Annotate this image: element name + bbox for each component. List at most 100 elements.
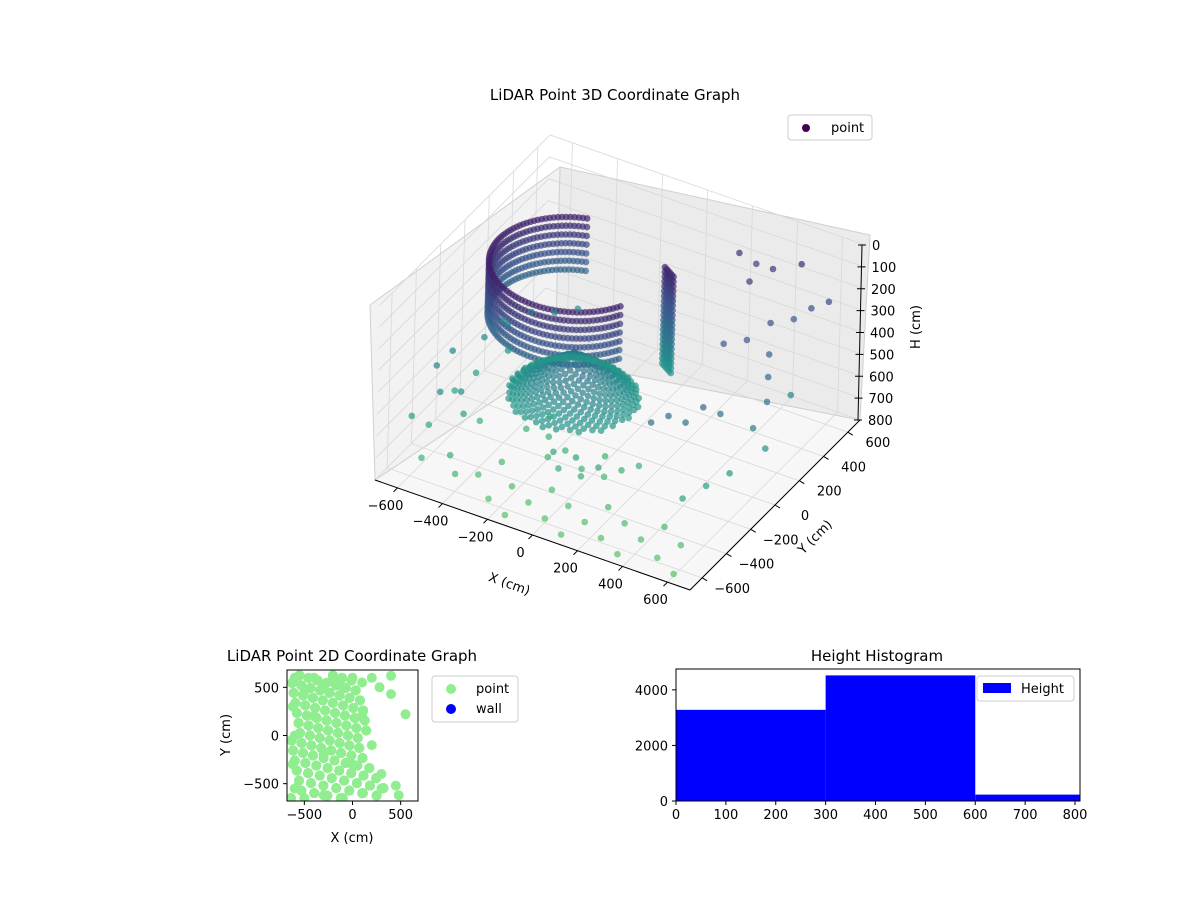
point-3d bbox=[762, 445, 769, 452]
point-3d bbox=[576, 355, 583, 362]
point-3d bbox=[577, 408, 585, 416]
point-3d bbox=[574, 305, 582, 313]
grid-line-z bbox=[377, 200, 864, 371]
point-2d bbox=[318, 682, 329, 693]
point-3d bbox=[539, 411, 546, 418]
point-2d bbox=[351, 778, 362, 789]
point-3d bbox=[532, 418, 540, 426]
point-3d bbox=[601, 408, 608, 415]
point-2d bbox=[300, 758, 311, 768]
point-3d bbox=[749, 424, 757, 432]
point-2d bbox=[376, 783, 387, 794]
histogram-frame bbox=[675, 668, 1081, 802]
y-tick-label-2d: −500 bbox=[243, 778, 279, 793]
x-tick-3d bbox=[573, 550, 578, 556]
point-3d bbox=[581, 518, 588, 526]
point-3d bbox=[585, 385, 592, 393]
point-3d bbox=[550, 448, 557, 456]
point-3d bbox=[825, 298, 833, 306]
point-3d bbox=[555, 410, 563, 417]
point-3d bbox=[595, 402, 603, 409]
point-3d bbox=[679, 495, 686, 502]
plot-2d: LiDAR Point 2D Coordinate Graph −500−500… bbox=[219, 647, 519, 846]
point-3d bbox=[590, 395, 598, 402]
point-3d bbox=[506, 389, 513, 396]
y-tick-3d bbox=[774, 504, 781, 509]
y-tick-3d bbox=[823, 455, 829, 460]
point-2d bbox=[289, 730, 300, 741]
point-3d bbox=[504, 347, 512, 354]
point-2d bbox=[287, 701, 298, 712]
point-3d bbox=[566, 426, 574, 434]
point-3d bbox=[575, 377, 583, 384]
point-2d bbox=[304, 730, 315, 741]
point-3d bbox=[634, 403, 642, 411]
point-2d bbox=[364, 780, 375, 791]
point-3d bbox=[621, 520, 628, 527]
x-tick-3d bbox=[528, 534, 533, 540]
point-3d bbox=[544, 388, 552, 396]
point-3d bbox=[614, 550, 621, 558]
z-tick-label-3d: 100 bbox=[872, 261, 897, 276]
point-3d bbox=[586, 373, 594, 380]
y-tick-3d bbox=[750, 528, 756, 533]
point-3d bbox=[545, 401, 552, 409]
point-3d bbox=[600, 385, 607, 393]
point-3d bbox=[523, 396, 530, 404]
point-3d bbox=[557, 384, 565, 391]
point-2d bbox=[354, 695, 365, 706]
point-2d bbox=[318, 780, 329, 791]
point-cloud-2d bbox=[287, 670, 411, 801]
point-3d bbox=[647, 419, 655, 426]
point-2d bbox=[334, 690, 345, 701]
z-axis-label-3d: H (cm) bbox=[909, 305, 924, 349]
y-tick-label-3d: −600 bbox=[714, 582, 750, 597]
point-3d bbox=[613, 412, 620, 420]
point-2d bbox=[309, 711, 319, 722]
x-tick-label-3d: −200 bbox=[458, 530, 494, 545]
point-3d bbox=[505, 395, 512, 402]
point-2d bbox=[342, 730, 353, 741]
point-3d bbox=[530, 400, 538, 408]
point-3d bbox=[787, 391, 795, 399]
point-2d bbox=[314, 770, 325, 781]
point-2d bbox=[337, 793, 348, 801]
point-3d bbox=[584, 421, 592, 429]
point-2d bbox=[393, 790, 404, 801]
point-3d bbox=[540, 357, 548, 365]
point-3d bbox=[609, 422, 616, 430]
x-tick-label-hist: 300 bbox=[813, 808, 838, 823]
point-3d bbox=[476, 417, 484, 425]
point-3d bbox=[498, 458, 506, 466]
point-2d bbox=[351, 723, 362, 733]
point-3d bbox=[808, 305, 815, 312]
point-2d bbox=[339, 775, 350, 786]
point-2d bbox=[386, 670, 396, 681]
point-3d bbox=[567, 388, 575, 395]
point-3d bbox=[552, 367, 560, 375]
point-3d bbox=[550, 373, 557, 380]
point-3d bbox=[597, 534, 605, 542]
point-2d bbox=[323, 725, 334, 736]
point-3d bbox=[543, 378, 551, 385]
point-3d bbox=[436, 388, 444, 396]
point-2d bbox=[309, 672, 319, 683]
point-3d bbox=[580, 404, 588, 411]
point-2d bbox=[309, 788, 320, 799]
point-3d bbox=[610, 364, 617, 372]
point-2d bbox=[371, 790, 382, 801]
point-3d bbox=[677, 541, 685, 549]
point-3d bbox=[523, 425, 530, 433]
point-2d bbox=[301, 710, 312, 721]
x-tick-label-2d: 500 bbox=[388, 808, 413, 823]
point-3d bbox=[556, 417, 564, 424]
point-3d bbox=[594, 383, 602, 391]
point-3d bbox=[576, 419, 584, 427]
point-2d bbox=[341, 720, 352, 731]
point-3d bbox=[556, 378, 563, 386]
point-3d bbox=[518, 396, 525, 404]
point-3d bbox=[594, 407, 601, 415]
point-3d bbox=[545, 433, 553, 441]
x-tick-label-2d: −500 bbox=[286, 808, 322, 823]
point-3d bbox=[589, 381, 596, 389]
